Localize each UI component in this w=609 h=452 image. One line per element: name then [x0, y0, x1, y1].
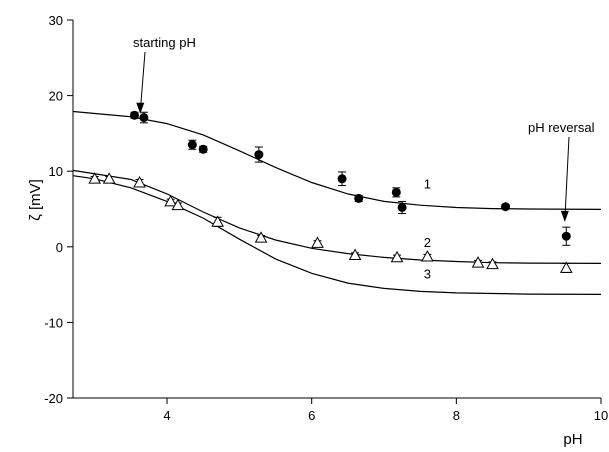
data-point-series-2 [348, 248, 362, 261]
data-point-series-1 [198, 144, 208, 154]
data-point-series-2 [133, 176, 146, 188]
data-point-series-2 [390, 250, 404, 263]
data-point-series-2 [211, 215, 225, 227]
fit-curve-2 [72, 169, 602, 264]
data-point-series-1 [187, 140, 197, 150]
data-point-series-1 [397, 202, 407, 212]
curve-labels: 1 2 3 [424, 177, 431, 282]
fit-curve-3 [72, 175, 602, 295]
arrow-shaft [564, 136, 570, 220]
arrow-head [136, 102, 145, 114]
x-axis-title: pH [563, 431, 582, 448]
data-point-series-1 [254, 150, 264, 160]
data-point-series-2 [88, 172, 102, 184]
y-tick-label: -10 [44, 315, 63, 330]
fit-curve-1 [72, 110, 602, 210]
data-point-series-1 [391, 187, 401, 197]
annotation-ph-reversal: pH reversal [528, 120, 595, 135]
curve-label-3: 3 [424, 267, 431, 282]
data-point-series-2 [471, 256, 485, 268]
data-point-series-2 [311, 236, 324, 248]
arrow-head [560, 210, 569, 222]
annotation-starting-ph: starting pH [133, 35, 196, 50]
curve-label-1: 1 [424, 177, 431, 192]
data-point-series-2 [421, 250, 434, 262]
y-tick-label: 0 [56, 240, 63, 255]
data-point-series-1 [129, 110, 139, 120]
y-axis-title: ζ [mV] [27, 179, 44, 221]
y-tick-label: 20 [49, 89, 63, 104]
data-point-series-2 [164, 194, 177, 207]
data-point-series-2 [254, 231, 268, 243]
data-point-series-1 [354, 193, 364, 203]
data-point-series-2 [486, 257, 499, 270]
x-tick-label: 4 [163, 408, 170, 423]
y-axis-ticks: -20 -10 0 10 20 30 [44, 13, 73, 406]
data-point-series-2 [171, 198, 185, 211]
curve-label-2: 2 [424, 235, 431, 250]
plot-frame [72, 20, 601, 399]
data-point-series-1 [139, 113, 149, 123]
data-point-series-2 [102, 172, 116, 184]
data-point-series-2 [559, 261, 573, 273]
y-tick-label: -20 [44, 391, 63, 406]
data-point-series-1 [561, 231, 571, 241]
data-markers [88, 110, 573, 273]
x-tick-label: 10 [594, 408, 608, 423]
arrow-shaft [139, 51, 146, 112]
y-tick-label: 30 [49, 13, 63, 28]
y-tick-label: 10 [49, 164, 63, 179]
fit-curves [72, 110, 602, 295]
data-point-series-1 [337, 174, 347, 184]
x-tick-label: 8 [453, 408, 460, 423]
data-point-series-1 [501, 202, 511, 212]
x-axis-ticks: 4 6 8 10 [163, 398, 608, 423]
x-tick-label: 6 [308, 408, 315, 423]
annotation-arrows [136, 51, 570, 222]
